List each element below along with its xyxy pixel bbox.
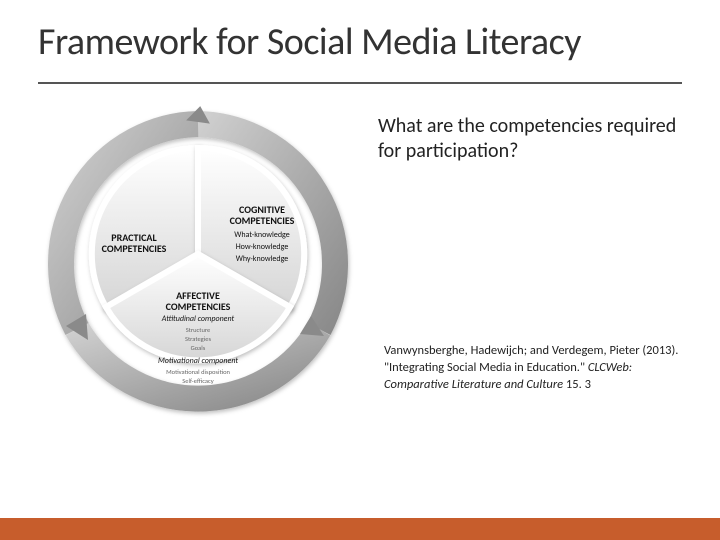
segment-bottom-group0-item2: Goals <box>138 344 258 352</box>
segment-left-title: PRACTICAL COMPETENCIES <box>94 232 174 254</box>
segment-bottom-group0-head: Attitudinal component <box>138 314 258 324</box>
question-text: What are the competencies required for p… <box>378 114 682 164</box>
competency-diagram: PRACTICAL COMPETENCIES COGNITIVE COMPETE… <box>38 104 358 424</box>
page-title: Framework for Social Media Literacy <box>38 22 682 64</box>
citation-vol: 15. 3 <box>566 377 591 392</box>
segment-bottom-group0-item0: Structure <box>138 326 258 334</box>
accent-bar <box>0 518 720 540</box>
citation: Vanwynsberghe, Hadewijch; and Verdegem, … <box>378 343 682 394</box>
citation-authors: Vanwynsberghe, Hadewijch; and Verdegem, … <box>384 343 678 358</box>
segment-bottom-group1-item1: Self-efficacy <box>138 377 258 385</box>
segment-right-item-2: Why-knowledge <box>216 254 308 264</box>
citation-article: "Integrating Social Media in Education." <box>384 360 585 375</box>
segment-bottom-group0-item1: Strategies <box>138 335 258 343</box>
segment-bottom-title: AFFECTIVE COMPETENCIES <box>148 290 248 312</box>
segment-bottom-group1-head: Motivational component <box>138 356 258 366</box>
segment-right-item-1: How-knowledge <box>216 242 308 252</box>
segment-right-item-0: What-knowledge <box>216 230 308 240</box>
segment-right-title: COGNITIVE COMPETENCIES <box>216 204 308 226</box>
segment-bottom-group1-item0: Motivational disposition <box>138 368 258 376</box>
